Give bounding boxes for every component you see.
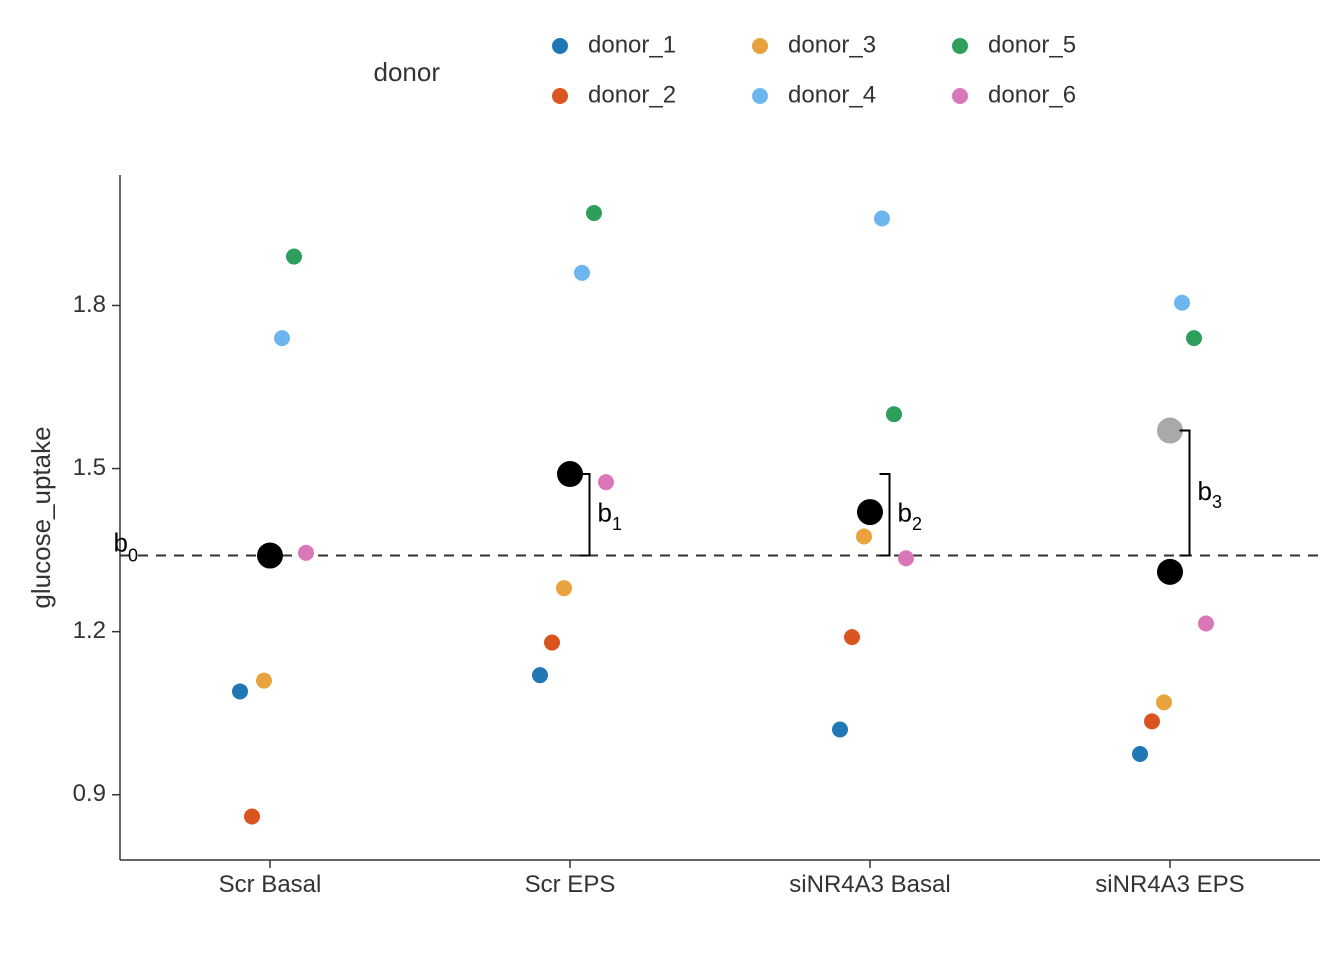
mean-point <box>1157 559 1183 585</box>
data-point <box>856 529 872 545</box>
legend-label: donor_5 <box>988 31 1076 58</box>
legend-swatch <box>552 88 568 104</box>
legend-label: donor_2 <box>588 81 676 108</box>
data-point <box>1156 694 1172 710</box>
data-point <box>556 580 572 596</box>
x-tick-label: siNR4A3 Basal <box>789 871 950 898</box>
data-point <box>886 406 902 422</box>
legend-title: donor <box>374 57 441 87</box>
y-tick-label: 1.2 <box>73 617 106 644</box>
data-point <box>844 629 860 645</box>
glucose-uptake-chart: 0.9 1.2 1.5 1.8 glucose_uptake Scr Basal Scr E… <box>0 0 1344 960</box>
legend-swatch <box>952 38 968 54</box>
legend-label: donor_3 <box>788 31 876 58</box>
data-point <box>1174 295 1190 311</box>
y-tick-label: 0.9 <box>73 780 106 807</box>
y-axis-title: glucose_uptake <box>26 426 56 608</box>
expected-mean-point <box>1157 418 1183 444</box>
y-tick-label: 1.5 <box>73 454 106 481</box>
data-point <box>1198 616 1214 632</box>
data-point <box>898 550 914 566</box>
legend-label: donor_1 <box>588 31 676 58</box>
data-point <box>298 545 314 561</box>
y-tick-label: 1.8 <box>73 291 106 318</box>
data-point <box>286 249 302 265</box>
data-point <box>544 635 560 651</box>
data-point <box>1132 746 1148 762</box>
mean-point <box>257 543 283 569</box>
x-tick-label: Scr EPS <box>525 871 616 898</box>
legend-label: donor_6 <box>988 81 1076 108</box>
data-point <box>244 809 260 825</box>
legend-swatch <box>552 38 568 54</box>
x-tick-label: siNR4A3 EPS <box>1095 871 1244 898</box>
mean-point <box>857 499 883 525</box>
legend-swatch <box>952 88 968 104</box>
data-point <box>1186 330 1202 346</box>
data-point <box>274 330 290 346</box>
data-point <box>832 722 848 738</box>
legend-label: donor_4 <box>788 81 876 108</box>
chart-bg <box>0 0 1344 960</box>
data-point <box>232 683 248 699</box>
data-point <box>1144 713 1160 729</box>
mean-point <box>557 461 583 487</box>
data-point <box>586 205 602 221</box>
data-point <box>598 474 614 490</box>
data-point <box>874 210 890 226</box>
data-point <box>574 265 590 281</box>
legend-swatch <box>752 88 768 104</box>
data-point <box>532 667 548 683</box>
data-point <box>256 673 272 689</box>
x-tick-label: Scr Basal <box>219 871 322 898</box>
legend-swatch <box>752 38 768 54</box>
